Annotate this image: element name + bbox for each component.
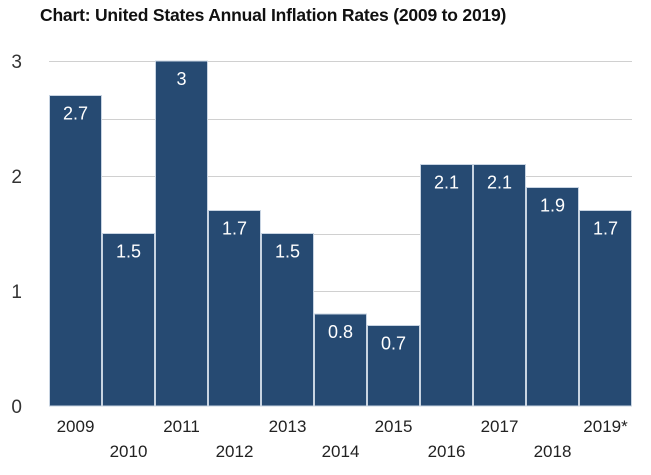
data-label: 2.1 bbox=[487, 173, 512, 193]
bar bbox=[367, 325, 420, 407]
bar bbox=[49, 95, 102, 407]
bar bbox=[420, 164, 473, 407]
data-label: 0.8 bbox=[328, 322, 353, 342]
x-tick-label: 2019* bbox=[583, 417, 628, 436]
bar bbox=[473, 164, 526, 407]
bar bbox=[314, 313, 367, 407]
bar bbox=[261, 233, 314, 407]
bar bbox=[208, 210, 261, 407]
data-label: 3 bbox=[176, 69, 186, 89]
x-tick-label: 2018 bbox=[534, 442, 572, 461]
x-tick-label: 2015 bbox=[375, 417, 413, 436]
bar bbox=[579, 210, 632, 407]
data-labels: 2.7 1.5 3 1.7 1.5 0.8 0.7 2.1 2.1 1.9 1.7 bbox=[63, 69, 618, 354]
y-tick-label: 3 bbox=[11, 52, 22, 73]
data-label: 1.5 bbox=[275, 242, 300, 262]
data-label: 1.7 bbox=[593, 219, 618, 239]
x-tick-label: 2012 bbox=[216, 442, 254, 461]
x-tick-label: 2017 bbox=[481, 417, 519, 436]
data-label: 2.7 bbox=[63, 104, 88, 124]
y-axis-ticks: 0 1 2 3 bbox=[11, 52, 22, 418]
data-label: 1.5 bbox=[116, 242, 141, 262]
bar bbox=[102, 233, 155, 407]
x-axis-ticks: 2009 2010 2011 2012 2013 2014 2015 2016 2017 2018… bbox=[57, 417, 629, 461]
bars bbox=[49, 60, 632, 407]
chart-title: Chart: United States Annual Inflation Ra… bbox=[40, 5, 507, 25]
x-tick-label: 2016 bbox=[428, 442, 466, 461]
data-label: 2.1 bbox=[434, 173, 459, 193]
x-tick-label: 2011 bbox=[163, 417, 200, 436]
x-tick-label: 2010 bbox=[110, 442, 148, 461]
bar bbox=[526, 187, 579, 407]
data-label: 0.7 bbox=[381, 334, 406, 354]
data-label: 1.9 bbox=[540, 196, 565, 216]
data-label: 1.7 bbox=[222, 219, 247, 239]
bar bbox=[155, 60, 208, 407]
x-tick-label: 2014 bbox=[322, 442, 360, 461]
y-tick-label: 2 bbox=[11, 167, 22, 188]
y-tick-label: 1 bbox=[11, 282, 22, 303]
y-tick-label: 0 bbox=[11, 397, 22, 418]
x-tick-label: 2009 bbox=[57, 417, 95, 436]
x-tick-label: 2013 bbox=[269, 417, 307, 436]
